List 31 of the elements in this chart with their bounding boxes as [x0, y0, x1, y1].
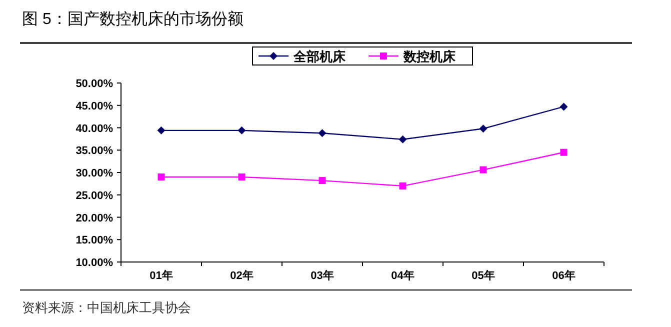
chart-title: 图 5：国产数控机床的市场份额 [22, 10, 244, 28]
point [398, 135, 407, 144]
y-tick-label: 45.00% [76, 100, 114, 112]
point [318, 129, 326, 138]
y-tick-label: 30.00% [76, 168, 114, 180]
point [479, 124, 488, 133]
y-tick-label: 25.00% [76, 190, 114, 202]
y-tick-label: 40.00% [76, 122, 114, 135]
text: 资料来源：中国机床工具协会 [22, 300, 191, 315]
y-tick-label: 10.00% [76, 257, 114, 269]
x-tick-label: 04年 [391, 269, 414, 282]
y-tick-label: 15.00% [76, 234, 114, 247]
point [560, 148, 568, 156]
x-tick-label: 03年 [310, 269, 334, 282]
point [399, 182, 406, 190]
point [157, 126, 166, 134]
y-tick-label: 50.00% [76, 78, 114, 90]
legend-label: 数控机床 [402, 49, 456, 64]
point [158, 173, 165, 180]
legend-label: 全部机床 [292, 49, 346, 64]
x-tick-label: 05年 [472, 269, 495, 282]
x-tick-label: 02年 [230, 269, 254, 282]
x-tick-label: 01年 [150, 269, 173, 282]
point [238, 126, 246, 134]
point [480, 166, 487, 174]
y-tick-label: 20.00% [76, 212, 114, 224]
point [318, 177, 326, 184]
y-tick-label: 35.00% [76, 145, 114, 158]
point [560, 102, 568, 111]
point [238, 173, 246, 180]
x-tick-label: 06年 [552, 269, 576, 282]
